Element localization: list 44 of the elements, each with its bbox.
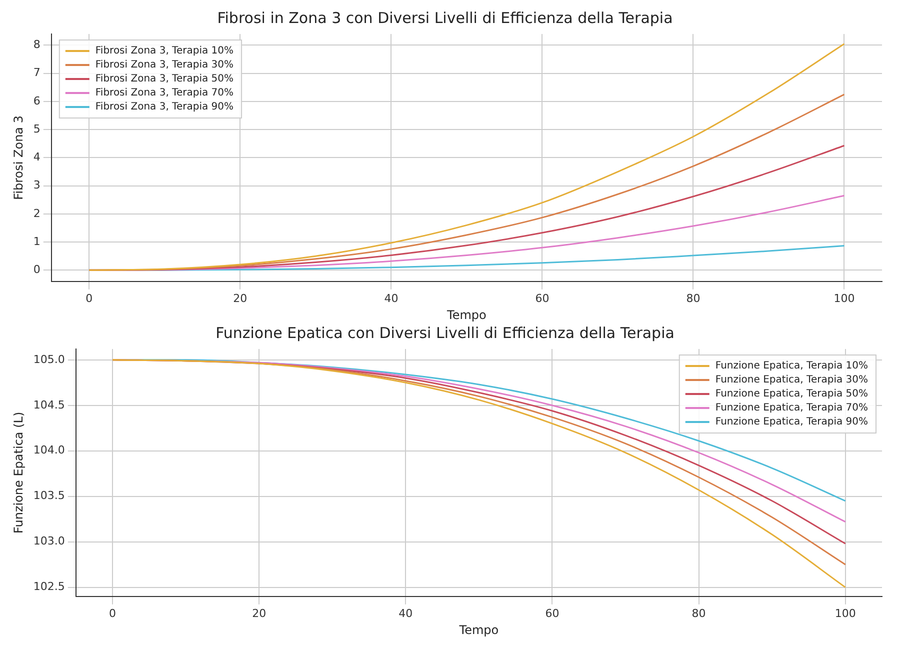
- x-tick-label: 60: [535, 292, 550, 305]
- y-tick-label: 3: [33, 178, 40, 192]
- legend-label: Fibrosi Zona 3, Terapia 30%: [95, 60, 234, 71]
- x-tick-label: 100: [834, 292, 855, 305]
- legend-label: Funzione Epatica, Terapia 30%: [715, 374, 868, 386]
- y-tick-label: 2: [33, 206, 40, 220]
- y-tick-label: 7: [33, 66, 40, 80]
- y-tick-label: 1: [33, 234, 40, 248]
- legend-label: Funzione Epatica, Terapia 10%: [715, 360, 868, 372]
- x-tick-label: 100: [834, 606, 856, 620]
- y-axis-title: Funzione Epatica (L): [11, 412, 26, 534]
- x-tick-label: 20: [252, 606, 266, 620]
- y-tick-label: 104.0: [33, 444, 65, 457]
- x-tick-label: 60: [545, 606, 560, 620]
- y-tick-label: 103.5: [33, 489, 65, 502]
- y-tick-label: 102.5: [33, 580, 65, 594]
- x-tick-label: 40: [384, 292, 398, 305]
- x-tick-label: 80: [692, 606, 706, 620]
- y-tick-label: 5: [33, 122, 40, 136]
- y-tick-label: 0: [33, 263, 40, 276]
- legend-label: Funzione Epatica, Terapia 70%: [715, 402, 868, 414]
- legend-label: Funzione Epatica, Terapia 90%: [715, 416, 868, 428]
- chart-title: Funzione Epatica con Diversi Livelli di Efficienza della Terapia: [216, 324, 674, 342]
- x-tick-label: 80: [686, 292, 700, 305]
- legend-label: Fibrosi Zona 3, Terapia 50%: [95, 74, 234, 85]
- legend-label: Fibrosi Zona 3, Terapia 70%: [95, 88, 234, 99]
- y-tick-label: 6: [33, 94, 40, 108]
- x-tick-label: 0: [109, 606, 116, 620]
- x-axis-title: Tempo: [458, 622, 499, 637]
- line-series: [88, 43, 845, 271]
- y-tick-label: 104.5: [33, 398, 65, 412]
- x-tick-label: 40: [398, 606, 413, 620]
- legend-label: Funzione Epatica, Terapia 50%: [715, 388, 868, 400]
- x-tick-label: 0: [86, 292, 93, 305]
- x-tick-label: 20: [233, 292, 248, 305]
- chart-title: Fibrosi in Zona 3 con Diversi Livelli di Efficienza della Terapia: [217, 8, 673, 27]
- legend-label: Fibrosi Zona 3, Terapia 90%: [95, 102, 234, 113]
- y-tick-label: 105.0: [33, 352, 65, 366]
- y-axis-title: Fibrosi Zona 3: [11, 116, 26, 200]
- y-tick-label: 4: [33, 150, 40, 164]
- y-tick-label: 103.0: [33, 534, 65, 548]
- x-axis-title: Tempo: [446, 308, 486, 322]
- legend-label: Fibrosi Zona 3, Terapia 10%: [95, 46, 234, 57]
- y-tick-label: 8: [33, 38, 40, 52]
